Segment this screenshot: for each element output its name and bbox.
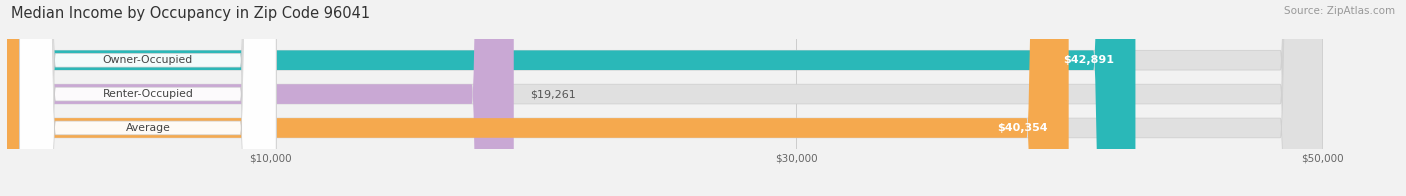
Text: Owner-Occupied: Owner-Occupied	[103, 55, 193, 65]
Text: Median Income by Occupancy in Zip Code 96041: Median Income by Occupancy in Zip Code 9…	[11, 6, 370, 21]
FancyBboxPatch shape	[20, 0, 276, 196]
Text: Average: Average	[125, 123, 170, 133]
Text: Renter-Occupied: Renter-Occupied	[103, 89, 194, 99]
FancyBboxPatch shape	[7, 0, 1323, 196]
Text: $19,261: $19,261	[530, 89, 576, 99]
FancyBboxPatch shape	[7, 0, 1323, 196]
FancyBboxPatch shape	[7, 0, 513, 196]
FancyBboxPatch shape	[7, 0, 1136, 196]
Text: $40,354: $40,354	[997, 123, 1047, 133]
FancyBboxPatch shape	[7, 0, 1323, 196]
FancyBboxPatch shape	[7, 0, 1069, 196]
FancyBboxPatch shape	[20, 0, 276, 196]
Text: $42,891: $42,891	[1063, 55, 1115, 65]
FancyBboxPatch shape	[20, 0, 276, 196]
Text: Source: ZipAtlas.com: Source: ZipAtlas.com	[1284, 6, 1395, 16]
